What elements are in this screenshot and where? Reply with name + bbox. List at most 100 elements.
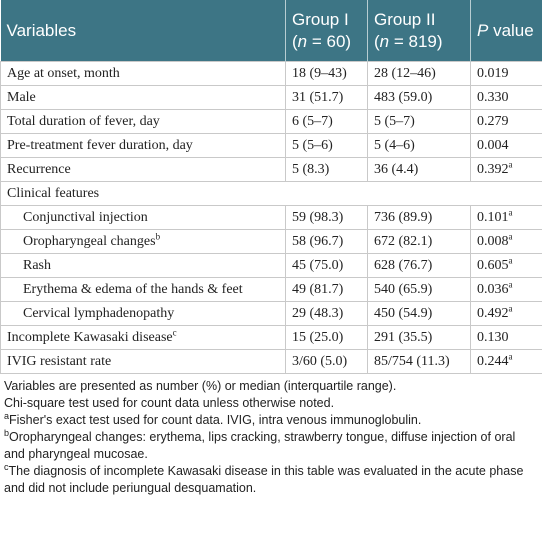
footnote: aFisher's exact test used for count data… — [4, 410, 538, 429]
cell-text: 28 (12–46) — [374, 65, 436, 81]
cell-text: 49 (81.7) — [292, 281, 344, 297]
cell-text: Incomplete Kawasaki disease — [7, 329, 173, 345]
cell-text: 0.130 — [477, 329, 509, 345]
table-cell: 736 (89.9) — [367, 205, 471, 230]
table-cell: 483 (59.0) — [367, 85, 471, 110]
table-row: Recurrence 5 (8.3) 36 (4.4) 0.392a — [0, 157, 542, 182]
table-cell: 29 (48.3) — [285, 301, 368, 326]
footnote-mark: a — [508, 302, 513, 313]
cell-text: 31 (51.7) — [292, 89, 344, 105]
footnotes: Variables are presented as number (%) or… — [0, 374, 542, 497]
header-cell: Group II (n = 819) — [367, 0, 471, 62]
table-body: Age at onset, month 18 (9–43) 28 (12–46) 0.… — [0, 61, 542, 374]
table-row: Age at onset, month 18 (9–43) 28 (12–46) 0.… — [0, 61, 542, 86]
table-cell: 45 (75.0) — [285, 253, 368, 278]
footnote-text: The diagnosis of incomplete Kawasaki dis… — [4, 464, 524, 495]
cell-text: Oropharyngeal changes — [23, 233, 156, 249]
cell-text: 58 (96.7) — [292, 233, 344, 249]
cell-text: 0.279 — [477, 113, 509, 129]
footnote-mark: a — [508, 230, 513, 241]
table-row: Total duration of fever, day 6 (5–7) 5 (5–… — [0, 109, 542, 134]
table-cell: 0.492a — [470, 301, 542, 326]
header-text: Group II — [374, 9, 436, 29]
data-table: Variables Group I (n = 60) Group II (n = 819… — [0, 0, 542, 374]
cell-text: 5 (5–7) — [374, 113, 415, 129]
cell-text: 3/60 (5.0) — [292, 353, 348, 369]
table-cell: 15 (25.0) — [285, 325, 368, 350]
section-row: Clinical features — [0, 181, 542, 206]
cell-text: 0.392 — [477, 161, 509, 177]
footnote-mark: b — [155, 230, 161, 241]
text: = 819) — [389, 31, 443, 51]
table-cell: Male — [0, 85, 286, 110]
cell-text: 0.004 — [477, 137, 509, 153]
cell-text: Cervical lymphadenopathy — [23, 305, 175, 321]
table-cell: Recurrence — [0, 157, 286, 182]
table-row: Rash 45 (75.0) 628 (76.7) 0.605a — [0, 253, 542, 278]
cell-text: 672 (82.1) — [374, 233, 433, 249]
footnote: Chi-square test used for count data unle… — [4, 395, 538, 412]
table-cell: 0.004 — [470, 133, 542, 158]
table-row: Erythema & edema of the hands & feet 49 (… — [0, 277, 542, 302]
cell-text: 0.330 — [477, 89, 509, 105]
footnote-mark: a — [508, 278, 513, 289]
table-cell: IVIG resistant rate — [0, 349, 286, 374]
table-cell: 5 (4–6) — [367, 133, 471, 158]
cell-text: 5 (4–6) — [374, 137, 415, 153]
cell-text: 483 (59.0) — [374, 89, 433, 105]
table-cell: 5 (5–6) — [285, 133, 368, 158]
cell-text: 5 (8.3) — [292, 161, 330, 177]
cell-text: Rash — [23, 257, 51, 273]
footnote-mark: a — [4, 410, 10, 421]
footnote-mark: a — [508, 158, 513, 169]
cell-text: 450 (54.9) — [374, 305, 433, 321]
italic-text: n — [379, 31, 390, 51]
table-cell: 0.279 — [470, 109, 542, 134]
cell-text: 0.605 — [477, 257, 509, 273]
table-cell: 0.330 — [470, 85, 542, 110]
table-cell: Incomplete Kawasaki diseasec — [0, 325, 286, 350]
text: = 60) — [307, 31, 352, 51]
text: value — [488, 20, 534, 40]
cell-text: 736 (89.9) — [374, 209, 433, 225]
header-cell: Group I (n = 60) — [285, 0, 368, 62]
cell-text: 15 (25.0) — [292, 329, 344, 345]
italic-text: n — [297, 31, 308, 51]
table-row: Pre-treatment fever duration, day 5 (5–6)… — [0, 133, 542, 158]
table-cell: 0.244a — [470, 349, 542, 374]
cell-text: Recurrence — [7, 161, 71, 177]
table-row: Oropharyngeal changesb 58 (96.7) 672 (82.1… — [0, 229, 542, 254]
footnote-text: Chi-square test used for count data unle… — [4, 396, 335, 410]
table-cell: Age at onset, month — [0, 61, 286, 86]
table-cell: 628 (76.7) — [367, 253, 471, 278]
table-cell: 5 (5–7) — [367, 109, 471, 134]
table-cell: 0.392a — [470, 157, 542, 182]
table-cell: 36 (4.4) — [367, 157, 471, 182]
table-cell: 59 (98.3) — [285, 205, 368, 230]
cell-text: 0.492 — [477, 305, 509, 321]
footnote: Variables are presented as number (%) or… — [4, 378, 538, 395]
footnote-text: Variables are presented as number (%) or… — [4, 379, 397, 393]
table-cell: Conjunctival injection — [0, 205, 286, 230]
section-label: Clinical features — [7, 185, 100, 201]
cell-text: 59 (98.3) — [292, 209, 344, 225]
cell-text: 6 (5–7) — [292, 113, 333, 129]
table-cell: 0.605a — [470, 253, 542, 278]
table-row: IVIG resistant rate 3/60 (5.0) 85/754 (11.… — [0, 349, 542, 374]
table-cell: 5 (8.3) — [285, 157, 368, 182]
table-cell: 85/754 (11.3) — [367, 349, 471, 374]
footnote-mark: b — [4, 427, 10, 438]
table-cell: Pre-treatment fever duration, day — [0, 133, 286, 158]
header-text: Variables — [6, 20, 77, 40]
table-cell: 540 (65.9) — [367, 277, 471, 302]
table-cell: 28 (12–46) — [367, 61, 471, 86]
footnote-mark: a — [508, 350, 513, 361]
table-row: Cervical lymphadenopathy 29 (48.3) 450 (54… — [0, 301, 542, 326]
cell-text: 0.101 — [477, 209, 509, 225]
table-cell: 291 (35.5) — [367, 325, 471, 350]
footnote: cThe diagnosis of incomplete Kawasaki di… — [4, 462, 538, 497]
header-cell: P value — [470, 0, 542, 62]
table-row: Conjunctival injection 59 (98.3) 736 (89.9… — [0, 205, 542, 230]
table-row: Male 31 (51.7) 483 (59.0) 0.330 — [0, 85, 542, 110]
